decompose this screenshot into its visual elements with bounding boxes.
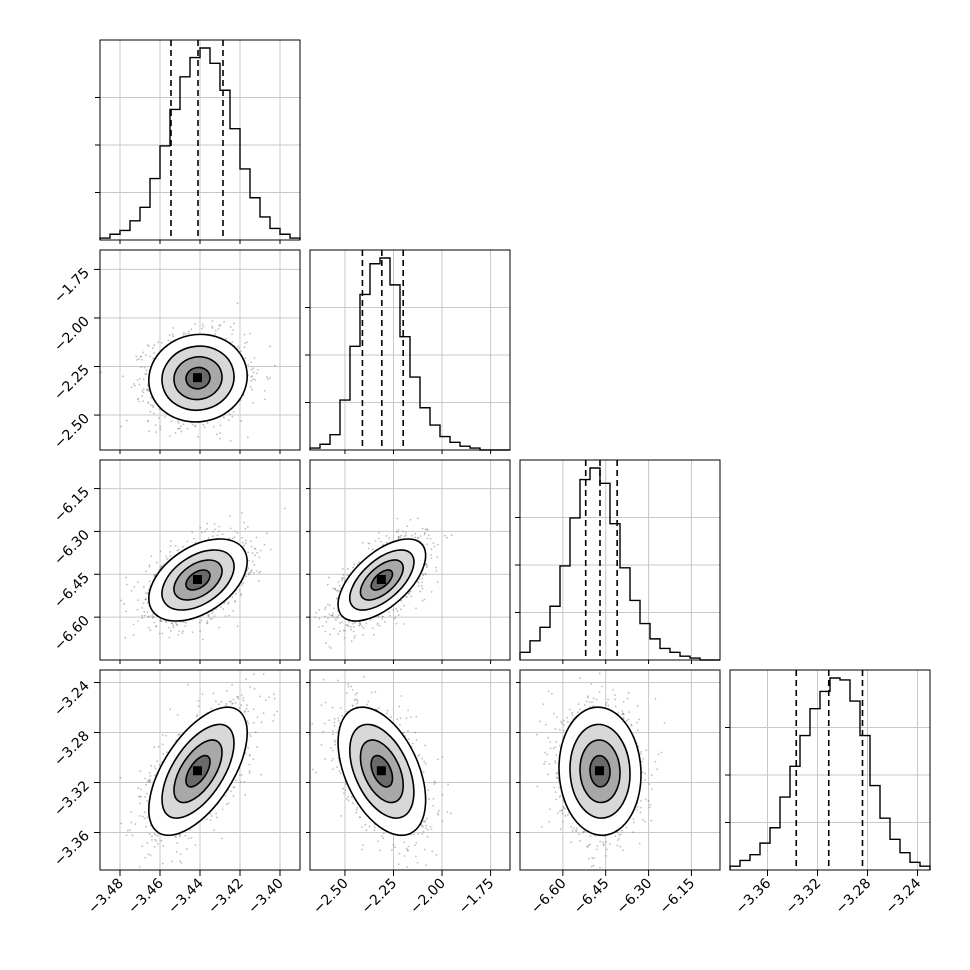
y-tick-label: −2.00 bbox=[51, 313, 93, 355]
density-peak bbox=[376, 575, 386, 584]
x-tick-label: −3.36 bbox=[733, 875, 775, 917]
x-tick-label: −6.60 bbox=[528, 876, 570, 918]
y-tick-label: −1.75 bbox=[51, 265, 93, 307]
x-tick-label: −2.00 bbox=[407, 876, 449, 918]
density-peak bbox=[193, 373, 202, 383]
y-tick-label: −2.50 bbox=[51, 411, 93, 453]
panel-frame bbox=[309, 459, 511, 661]
y-tick-label: −3.24 bbox=[51, 678, 93, 720]
y-tick-label: −3.32 bbox=[51, 778, 93, 820]
y-tick-label: −6.45 bbox=[51, 570, 93, 612]
panel-frame bbox=[729, 669, 931, 871]
x-tick-label: −3.42 bbox=[205, 876, 247, 918]
x-tick-label: −3.32 bbox=[783, 876, 825, 918]
y-tick-label: −6.15 bbox=[51, 484, 93, 526]
x-tick-label: −3.28 bbox=[833, 876, 875, 918]
y-tick-label: −6.60 bbox=[51, 613, 93, 655]
y-tick-label: −3.28 bbox=[51, 728, 93, 770]
density-peak bbox=[376, 766, 386, 776]
y-tick-label: −3.36 bbox=[51, 828, 93, 870]
density-peak bbox=[595, 766, 604, 776]
panel-frame bbox=[519, 669, 721, 871]
histogram-step bbox=[519, 467, 720, 661]
x-tick-label: −3.48 bbox=[85, 876, 127, 918]
y-tick-label: −6.30 bbox=[51, 527, 93, 569]
x-tick-label: −6.45 bbox=[571, 876, 613, 918]
x-tick-label: −3.44 bbox=[165, 875, 207, 917]
x-tick-label: −3.40 bbox=[245, 876, 287, 918]
x-tick-label: −3.46 bbox=[125, 875, 167, 917]
x-tick-label: −6.15 bbox=[657, 876, 699, 918]
x-tick-label: −2.50 bbox=[310, 876, 352, 918]
panel-frame bbox=[309, 249, 511, 451]
x-tick-label: −6.30 bbox=[614, 876, 656, 918]
density-peak bbox=[193, 766, 202, 776]
panel-frame bbox=[519, 459, 721, 661]
x-tick-label: −2.25 bbox=[359, 876, 401, 918]
x-tick-label: −1.75 bbox=[456, 876, 498, 918]
x-tick-label: −3.24 bbox=[883, 875, 925, 917]
histogram-step bbox=[99, 47, 301, 240]
y-tick-label: −2.25 bbox=[51, 362, 93, 404]
panel-frame bbox=[309, 669, 511, 871]
histogram-step bbox=[309, 257, 510, 451]
density-peak bbox=[193, 575, 202, 584]
histogram-step bbox=[729, 677, 931, 870]
